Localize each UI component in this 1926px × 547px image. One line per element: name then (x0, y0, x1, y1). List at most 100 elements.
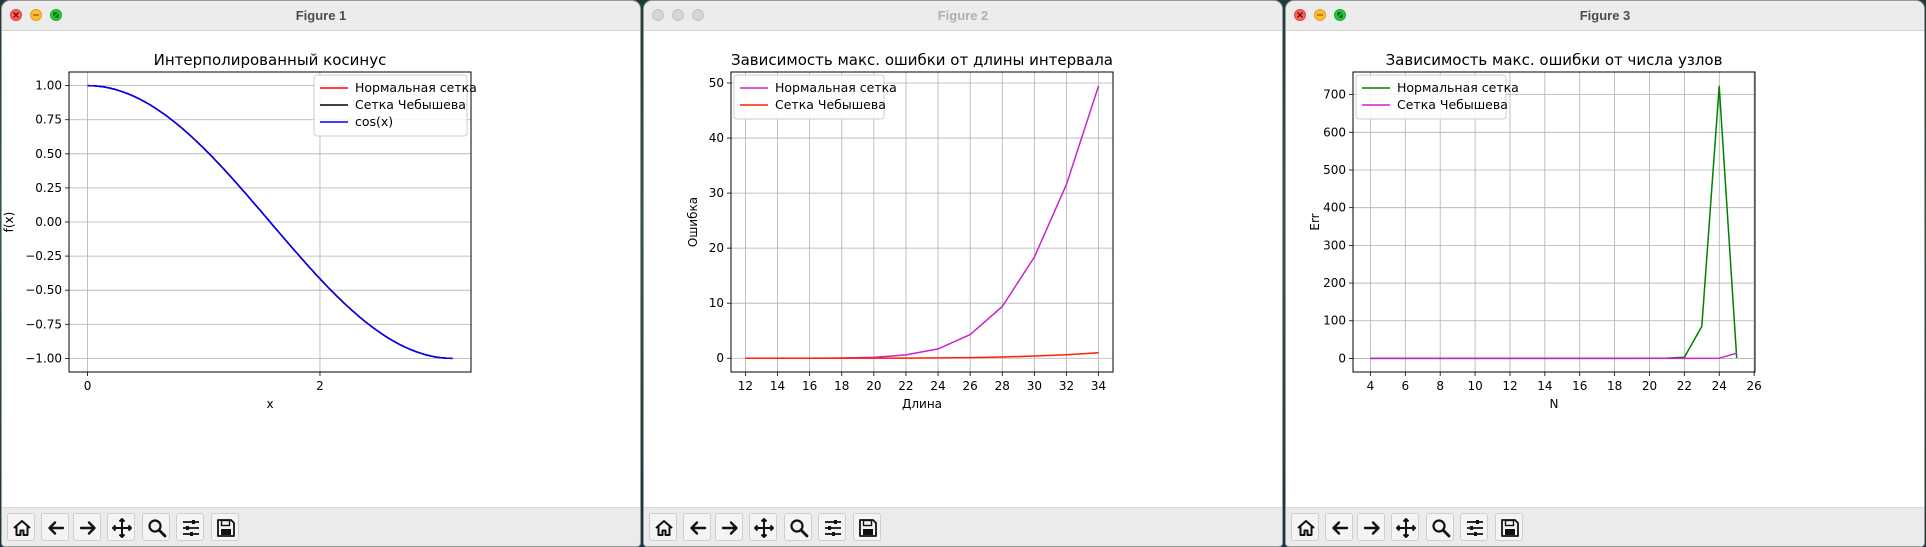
axes-frame (68, 71, 472, 373)
plot-canvas[interactable]: Интерполированный косинус 0 2 −1.00 −0.75 −0.… (2, 31, 641, 510)
x-tick-label: 14 (770, 379, 785, 393)
close-button[interactable] (10, 9, 22, 21)
close-button[interactable] (1294, 9, 1306, 21)
axes-frame (1352, 71, 1756, 373)
forward-button[interactable] (1357, 513, 1385, 541)
figure-window[interactable]: Figure 2 Зависимость макс. ошибки от дли… (643, 0, 1283, 547)
y-axis-label: f(x) (2, 212, 16, 233)
y-tick-label: 200 (1323, 276, 1346, 290)
y-axis-label: Err (1308, 213, 1322, 230)
x-tick-label: 16 (1572, 379, 1587, 393)
series-line (745, 351, 1099, 359)
chart-title: Зависимость макс. ошибки от числа узлов (1386, 51, 1723, 69)
pan-button[interactable] (1391, 513, 1419, 541)
x-tick-label: 22 (1677, 379, 1692, 393)
y-tick-label: −0.75 (25, 317, 62, 331)
x-tick-label: 2 (316, 379, 324, 393)
window-titlebar[interactable]: Figure 3 (1286, 1, 1924, 31)
zoom-button[interactable] (784, 513, 812, 541)
maximize-button[interactable] (1334, 9, 1346, 21)
legend-box (733, 74, 885, 120)
forward-arrow-icon (79, 521, 96, 535)
minimize-icon (33, 14, 39, 16)
y-tick-label: 0 (716, 351, 724, 365)
navigation-toolbar (644, 507, 1282, 546)
y-tick-label: 500 (1323, 163, 1346, 177)
window-title: Figure 1 (295, 8, 347, 23)
plot-canvas[interactable]: Зависимость макс. ошибки от числа узлов 4… (1286, 31, 1925, 510)
y-tick-label: −1.00 (25, 351, 62, 365)
x-tick-label: 26 (963, 379, 978, 393)
x-tick-label: 6 (1402, 379, 1410, 393)
home-button[interactable] (1291, 513, 1319, 541)
navigation-toolbar (1286, 507, 1924, 546)
window-titlebar[interactable]: Figure 1 (2, 1, 640, 31)
forward-button[interactable] (715, 513, 743, 541)
figure-window[interactable]: Figure 3 Зависимость макс. ошибки от чис… (1285, 0, 1925, 547)
forward-button[interactable] (73, 513, 101, 541)
pan-icon (112, 518, 132, 538)
zoom-button[interactable] (1426, 513, 1454, 541)
y-tick-label: 50 (709, 76, 724, 90)
configure-subplots-button[interactable] (176, 513, 204, 541)
home-icon (1297, 520, 1315, 536)
maximize-button[interactable] (50, 9, 62, 21)
save-button[interactable] (1495, 513, 1523, 541)
legend-box (313, 74, 468, 137)
configure-subplots-icon (183, 520, 199, 536)
legend: Нормальная сетка Сетка Чебышева (1355, 74, 1519, 120)
close-button[interactable] (652, 9, 664, 21)
fullscreen-icon (1337, 12, 1343, 18)
configure-subplots-icon (1467, 520, 1483, 536)
plot-canvas[interactable]: Зависимость макс. ошибки от длины интерв… (644, 31, 1283, 510)
home-icon (655, 520, 673, 536)
x-tick-label: 16 (802, 379, 817, 393)
back-button[interactable] (1325, 513, 1353, 541)
minimize-button[interactable] (1314, 9, 1326, 21)
x-tick-label: 22 (898, 379, 913, 393)
y-tick-label: 0.50 (35, 147, 62, 161)
pan-button[interactable] (749, 513, 777, 541)
configure-subplots-icon (825, 520, 841, 536)
minimize-icon (1317, 14, 1323, 16)
maximize-button[interactable] (692, 9, 704, 21)
window-titlebar[interactable]: Figure 2 (644, 1, 1282, 31)
y-tick-label: 300 (1323, 238, 1346, 252)
y-tick-label: 400 (1323, 201, 1346, 215)
save-button[interactable] (853, 513, 881, 541)
x-tick-label: 30 (1027, 379, 1042, 393)
configure-subplots-button[interactable] (1460, 513, 1488, 541)
save-icon (217, 519, 235, 537)
pan-icon (1396, 518, 1416, 538)
legend-entry: cos(x) (355, 114, 393, 129)
x-tick-label: 8 (1436, 379, 1444, 393)
y-tick-label: 0.75 (35, 113, 62, 127)
zoom-icon (148, 519, 167, 538)
zoom-icon (790, 519, 809, 538)
x-axis-label: N (1550, 397, 1559, 411)
x-tick-label: 0 (84, 379, 92, 393)
x-tick-label: 24 (930, 379, 945, 393)
chart-title: Интерполированный косинус (154, 51, 387, 69)
legend-entry: Сетка Чебышева (1397, 97, 1508, 112)
legend-entry: Нормальная сетка (775, 80, 897, 95)
configure-subplots-button[interactable] (818, 513, 846, 541)
back-arrow-icon (690, 521, 707, 535)
pan-button[interactable] (107, 513, 135, 541)
y-tick-label: 1.00 (35, 79, 62, 93)
x-tick-label: 20 (866, 379, 881, 393)
home-button[interactable] (649, 513, 677, 541)
back-button[interactable] (41, 513, 69, 541)
y-tick-label: −0.25 (25, 249, 62, 263)
figure-window[interactable]: Figure 1 Интерполированный косинус 0 2 −1.0… (1, 0, 641, 547)
y-tick-label: 30 (709, 186, 724, 200)
save-button[interactable] (211, 513, 239, 541)
y-tick-label: 10 (709, 296, 724, 310)
zoom-button[interactable] (142, 513, 170, 541)
minimize-button[interactable] (30, 9, 42, 21)
home-button[interactable] (7, 513, 35, 541)
back-arrow-icon (48, 521, 65, 535)
minimize-button[interactable] (672, 9, 684, 21)
legend-entry: Нормальная сетка (1397, 80, 1519, 95)
back-button[interactable] (683, 513, 711, 541)
